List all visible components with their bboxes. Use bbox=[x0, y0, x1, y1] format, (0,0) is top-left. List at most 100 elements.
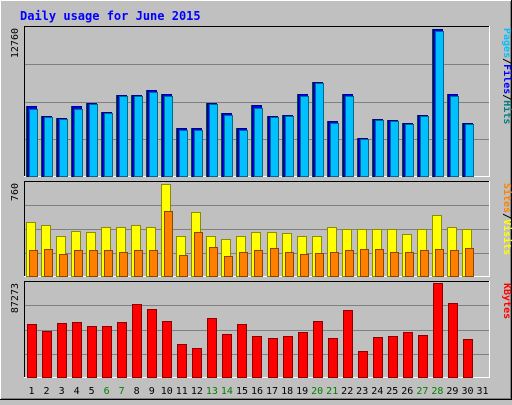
bar-kbytes-day-28 bbox=[433, 283, 443, 378]
bar-pages-day-16 bbox=[254, 108, 263, 177]
y-max-label: 12760 bbox=[10, 28, 21, 58]
legend-entry: Sites bbox=[501, 183, 512, 213]
bar-pages-day-3 bbox=[59, 119, 68, 177]
x-tick-label: 1 bbox=[28, 386, 34, 397]
x-tick-label: 17 bbox=[266, 386, 278, 397]
bar-kbytes-day-5 bbox=[87, 326, 97, 378]
x-tick-label: 13 bbox=[206, 386, 218, 397]
bar-kbytes-day-19 bbox=[298, 332, 308, 378]
bar-sites-day-10 bbox=[164, 211, 173, 277]
bar-kbytes-day-27 bbox=[418, 335, 428, 378]
bar-sites-day-2 bbox=[44, 249, 53, 277]
x-tick-label: 20 bbox=[311, 386, 323, 397]
bar-sites-day-4 bbox=[74, 250, 83, 277]
legend-entry: Files bbox=[501, 64, 512, 94]
bar-kbytes-day-22 bbox=[343, 310, 353, 378]
bar-sites-day-18 bbox=[285, 252, 294, 277]
bar-sites-day-7 bbox=[119, 252, 128, 277]
bar-pages-day-13 bbox=[209, 104, 218, 177]
bar-sites-day-24 bbox=[375, 249, 384, 277]
x-tick-label: 31 bbox=[476, 386, 488, 397]
x-tick-label: 16 bbox=[251, 386, 263, 397]
bar-pages-day-14 bbox=[224, 115, 233, 177]
bar-sites-day-13 bbox=[209, 247, 218, 277]
x-tick-label: 25 bbox=[386, 386, 398, 397]
bar-pages-day-22 bbox=[345, 96, 354, 177]
bar-pages-day-17 bbox=[270, 117, 279, 177]
bar-kbytes-day-29 bbox=[448, 303, 458, 378]
bar-sites-day-30 bbox=[465, 248, 474, 277]
x-tick-label: 26 bbox=[401, 386, 413, 397]
bar-sites-day-20 bbox=[315, 253, 324, 277]
bar-sites-day-5 bbox=[89, 250, 98, 277]
bar-sites-day-23 bbox=[360, 249, 369, 277]
bar-pages-day-9 bbox=[149, 92, 158, 177]
bar-kbytes-day-14 bbox=[222, 334, 232, 378]
bar-sites-day-22 bbox=[345, 250, 354, 277]
bar-sites-day-26 bbox=[405, 252, 414, 277]
y-max-label: 87273 bbox=[10, 283, 21, 313]
x-tick-label: 19 bbox=[296, 386, 308, 397]
x-tick-label: 10 bbox=[161, 386, 173, 397]
x-tick-label: 12 bbox=[191, 386, 203, 397]
y-max-label: 760 bbox=[10, 183, 21, 201]
bar-kbytes-day-26 bbox=[403, 332, 413, 378]
x-tick-label: 2 bbox=[43, 386, 49, 397]
panel-pages_files_hits: 12760 Pages/Files/Hits bbox=[10, 26, 512, 177]
bar-kbytes-day-18 bbox=[283, 336, 293, 378]
bar-sites-day-6 bbox=[104, 250, 113, 277]
legend-entry: Pages bbox=[501, 28, 512, 58]
x-tick-label: 14 bbox=[221, 386, 233, 397]
legend-entry: Hits bbox=[501, 100, 512, 124]
legend-kbytes: KBytes bbox=[501, 283, 512, 319]
bar-kbytes-day-15 bbox=[237, 324, 247, 378]
legend-entry: KBytes bbox=[501, 283, 512, 319]
bar-pages-day-15 bbox=[239, 130, 248, 177]
x-tick-label: 15 bbox=[236, 386, 248, 397]
bar-sites-day-9 bbox=[149, 250, 158, 277]
bar-pages-day-26 bbox=[405, 124, 414, 177]
x-tick-label: 23 bbox=[356, 386, 368, 397]
bar-pages-day-5 bbox=[89, 104, 98, 177]
x-tick-label: 18 bbox=[281, 386, 293, 397]
bar-sites-day-21 bbox=[330, 252, 339, 277]
x-tick-label: 9 bbox=[149, 386, 155, 397]
bar-kbytes-day-2 bbox=[42, 331, 52, 378]
legend-entry: / bbox=[501, 94, 512, 100]
bar-sites-day-15 bbox=[239, 252, 248, 277]
bar-kbytes-day-17 bbox=[268, 338, 278, 378]
x-tick-label: 4 bbox=[74, 386, 80, 397]
x-tick-label: 8 bbox=[134, 386, 140, 397]
bar-pages-day-12 bbox=[194, 130, 203, 177]
bar-kbytes-day-1 bbox=[27, 324, 37, 378]
bar-pages-day-20 bbox=[315, 83, 324, 177]
chart-title: Daily usage for June 2015 bbox=[20, 9, 201, 23]
bar-kbytes-day-21 bbox=[328, 338, 338, 378]
x-tick-label: 27 bbox=[416, 386, 428, 397]
x-tick-label: 5 bbox=[89, 386, 95, 397]
bar-kbytes-day-6 bbox=[102, 326, 112, 378]
bar-sites-day-14 bbox=[224, 256, 233, 277]
x-tick-label: 6 bbox=[104, 386, 110, 397]
bar-pages-day-25 bbox=[390, 121, 399, 177]
legend-entry: Visits bbox=[501, 219, 512, 255]
bar-pages-day-6 bbox=[104, 113, 113, 177]
bar-kbytes-day-12 bbox=[192, 348, 202, 378]
bar-sites-day-12 bbox=[194, 232, 203, 277]
bar-sites-day-19 bbox=[300, 254, 309, 277]
x-tick-label: 11 bbox=[176, 386, 188, 397]
panel-visits_sites: 760 Sites/Visits bbox=[10, 181, 512, 277]
bar-pages-day-11 bbox=[179, 130, 188, 177]
bar-pages-day-4 bbox=[74, 109, 83, 177]
x-tick-label: 28 bbox=[431, 386, 443, 397]
bar-kbytes-day-30 bbox=[463, 339, 473, 378]
legend-entry: / bbox=[501, 213, 512, 219]
bar-kbytes-day-8 bbox=[132, 304, 142, 378]
bar-kbytes-day-7 bbox=[117, 322, 127, 378]
panel-kbytes: 87273 KBytes bbox=[10, 281, 512, 378]
x-tick-label: 30 bbox=[461, 386, 473, 397]
bar-kbytes-day-13 bbox=[207, 318, 217, 378]
bar-kbytes-day-4 bbox=[72, 322, 82, 378]
bar-pages-day-23 bbox=[360, 139, 369, 177]
